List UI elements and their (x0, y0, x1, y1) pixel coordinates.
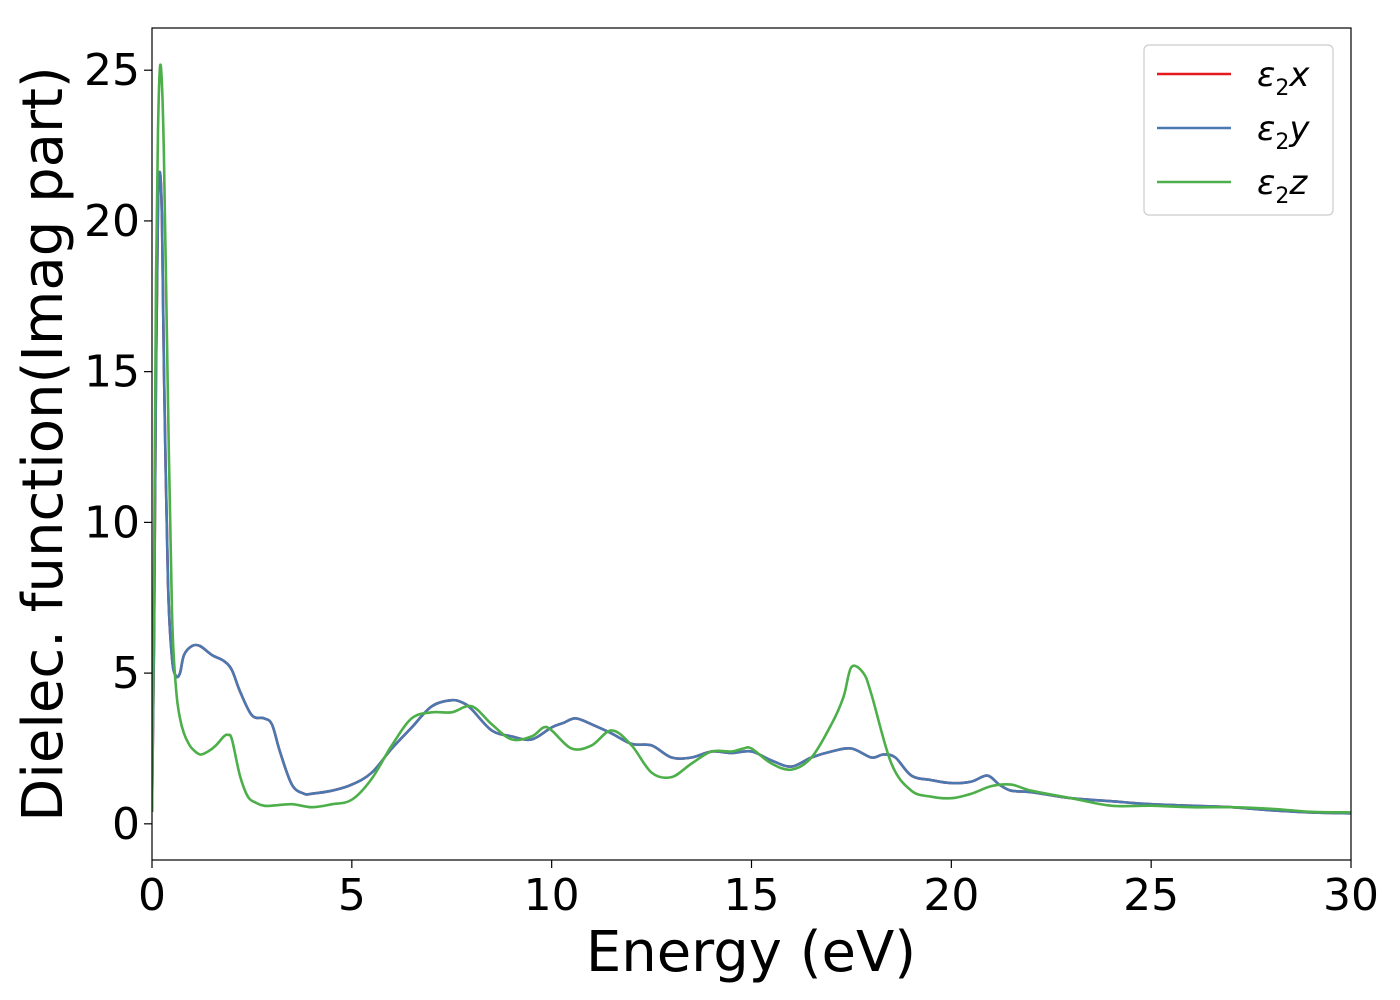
legend-box (1143, 44, 1334, 216)
x-tick-label: 25 (1123, 870, 1179, 921)
y-tick-label: 25 (84, 45, 140, 96)
x-tick-label: 5 (338, 870, 366, 921)
series-line-z (152, 63, 1351, 814)
series-line-x (152, 170, 1351, 815)
legend-label: ε2z (1257, 163, 1308, 209)
x-tick-label: 10 (524, 870, 580, 921)
series-line-y (152, 170, 1351, 815)
legend: ε2x ε2y ε2z (1143, 44, 1334, 216)
y-tick-label: 0 (112, 799, 140, 850)
x-tick-label: 30 (1323, 870, 1379, 921)
x-tick-label: 0 (138, 870, 166, 921)
y-tick-label: 20 (84, 196, 140, 247)
legend-label: ε2y (1257, 109, 1310, 155)
y-axis: 0 5 10 15 20 25 (84, 45, 152, 850)
y-tick-label: 10 (84, 497, 140, 548)
x-axis-title: Energy (eV) (586, 920, 916, 985)
legend-label: ε2x (1257, 55, 1310, 101)
x-axis: 0 5 10 15 20 25 30 (138, 860, 1379, 921)
y-tick-label: 5 (112, 648, 140, 699)
y-axis-title: Dielec. function(Imag part) (11, 66, 76, 822)
x-tick-label: 15 (724, 870, 780, 921)
x-tick-label: 20 (923, 870, 979, 921)
y-tick-label: 15 (84, 347, 140, 398)
